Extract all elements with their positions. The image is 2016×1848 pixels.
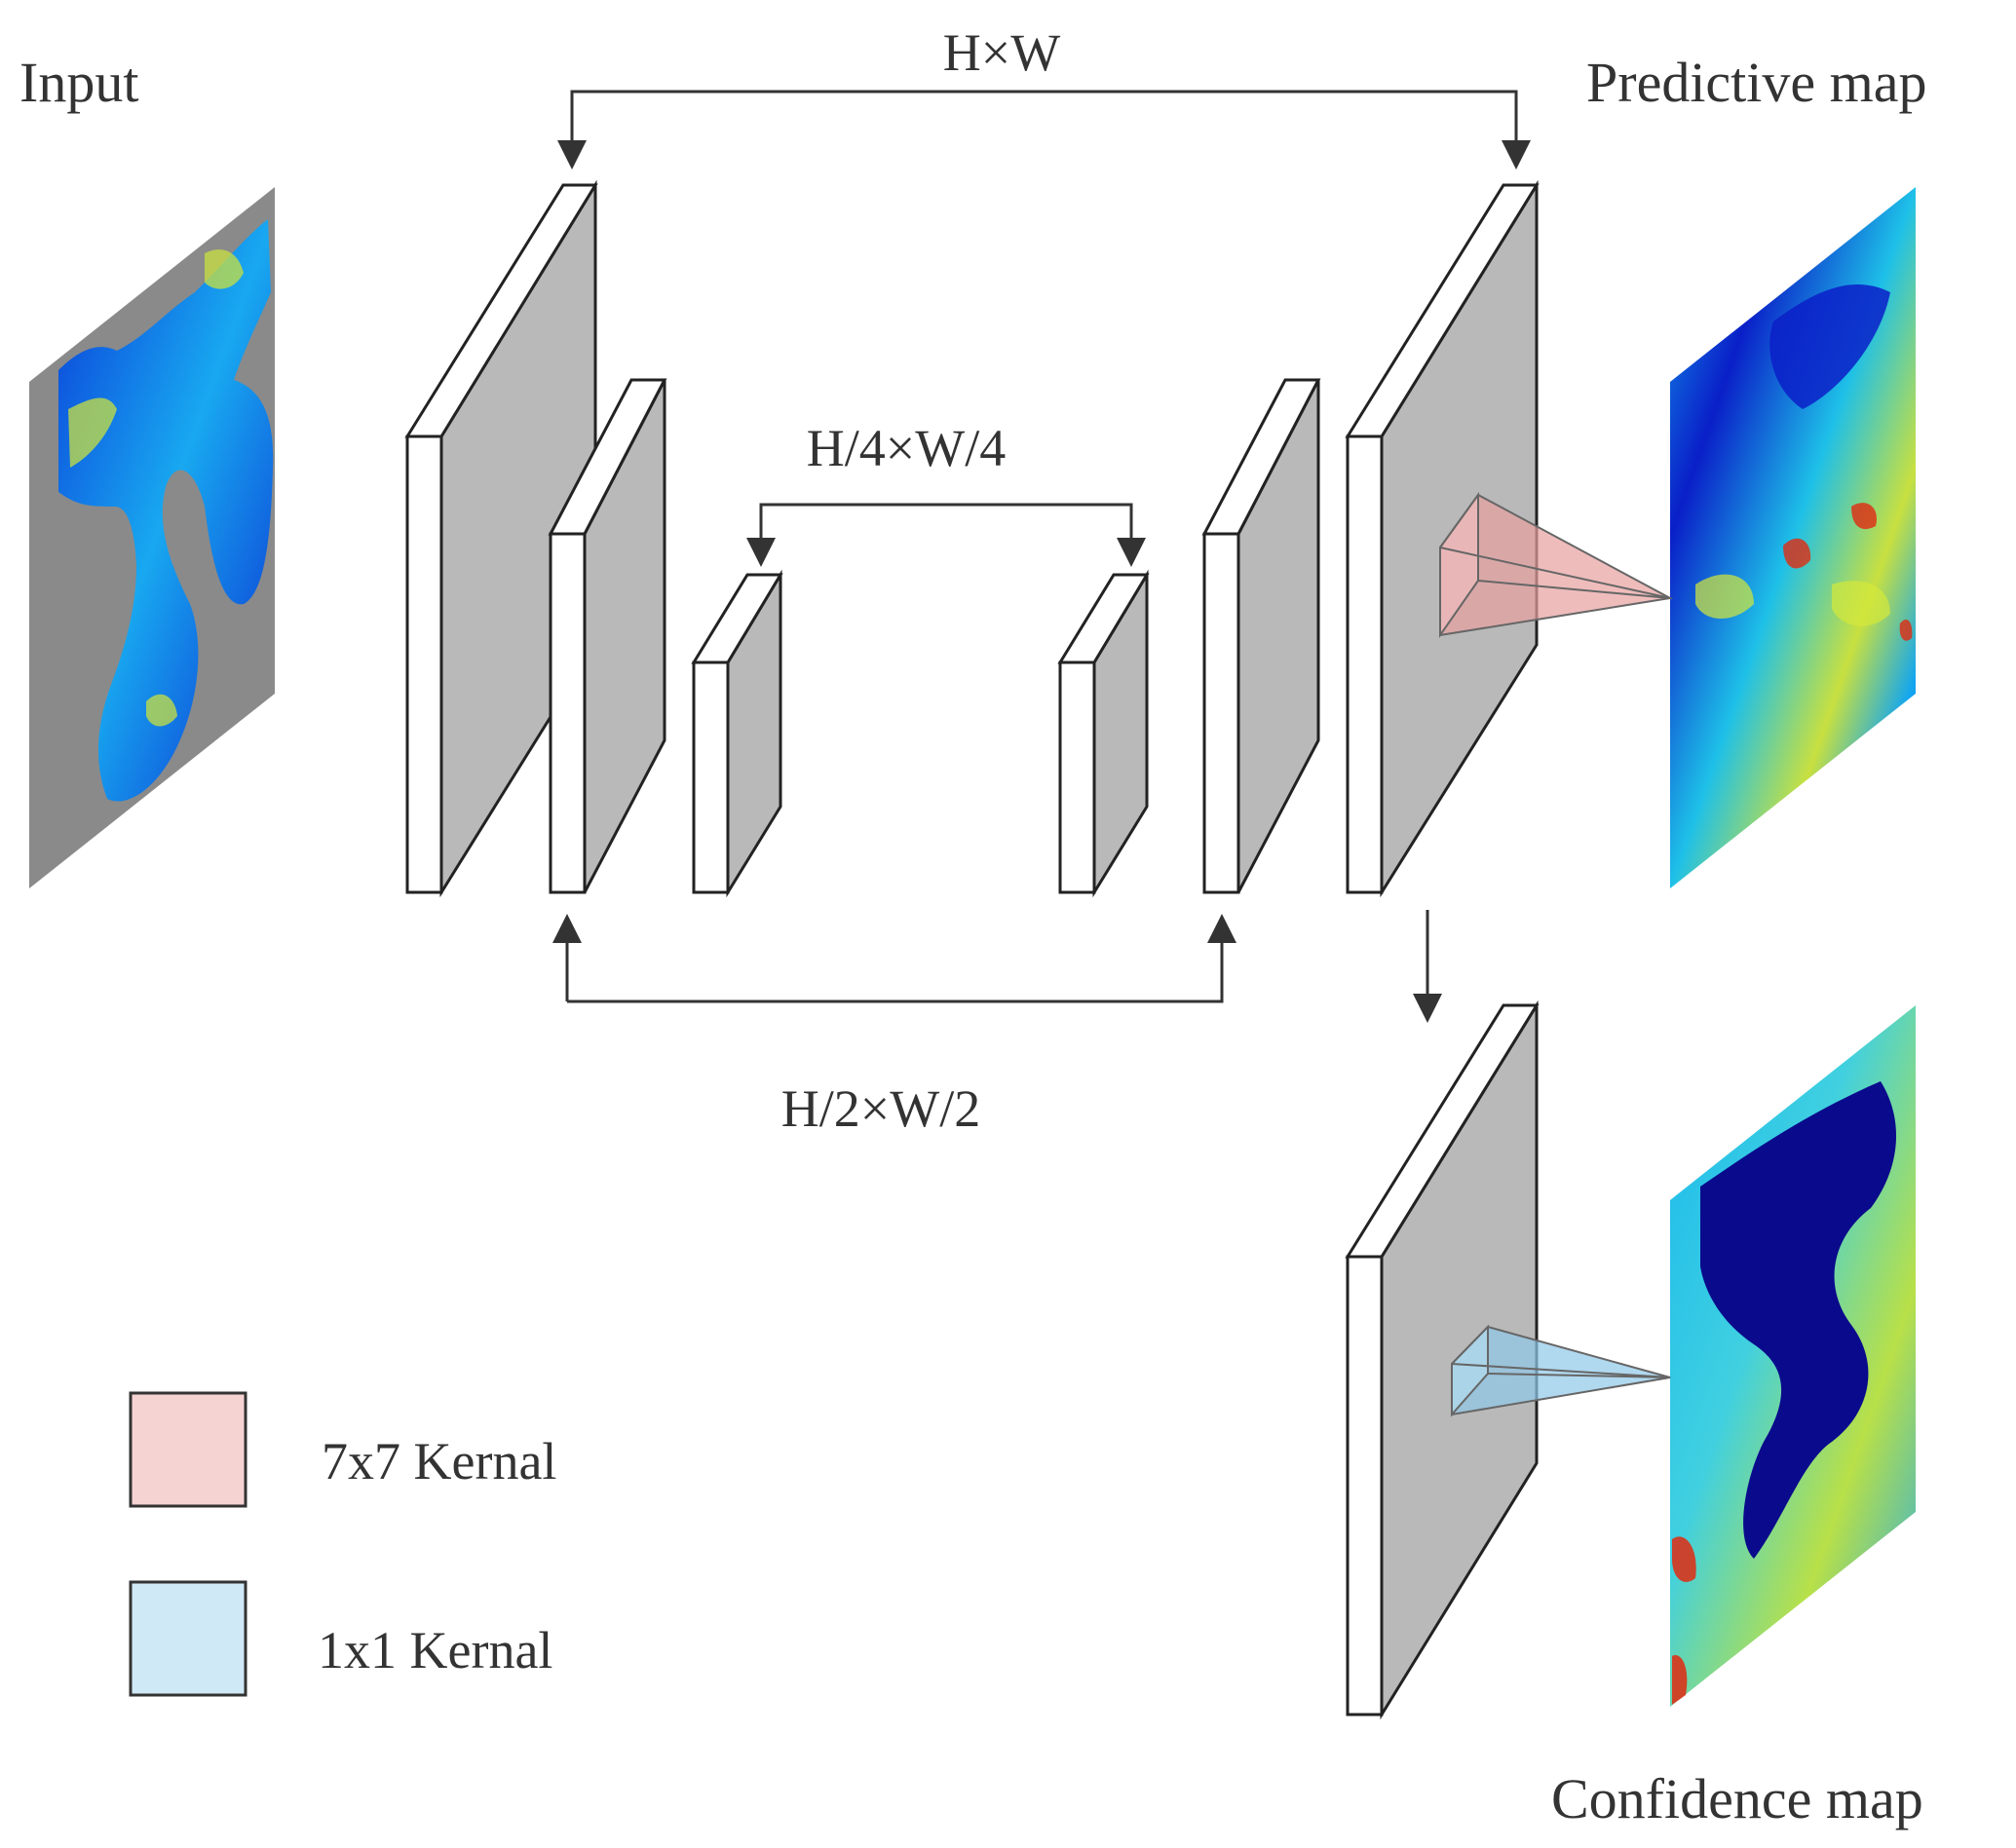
layer-enc-2 [548,378,667,894]
legend-swatch-7x7 [129,1391,247,1508]
kernel-1x1-edge-2 [1451,1363,1671,1378]
layer-dec-1-face [1346,434,1384,894]
layer-enc-1-face [405,434,443,894]
confidence-map-dark-region [1700,1081,1897,1559]
layer-dec-3 [1057,569,1150,898]
skip-connection-quarter: H/4×W/4 [746,419,1146,567]
legend-swatch-1x1 [129,1580,247,1697]
layer-dec-3-face [1058,660,1096,894]
kernel-7x7-pyramid [1439,491,1674,639]
input-label: Input [19,51,138,114]
skip-connection-quarter-arrow [759,503,1146,567]
legend-label-7x7: 7x7 Kernal [322,1432,556,1490]
input-map [29,187,275,888]
input-region [58,219,274,802]
layer-confidence-head-face [1346,1255,1384,1716]
predictive-map [1670,187,1916,888]
layer-enc-3 [691,569,783,898]
confidence-map [1670,1005,1916,1707]
layer-dec-2-face [1202,532,1240,894]
confidence-map-label: Confidence map [1551,1767,1923,1830]
legend: 7x7 Kernal 1x1 Kernal [129,1391,556,1697]
layer-enc-1 [404,179,598,898]
predictive-map-dark-region [1769,283,1890,409]
skip-connection-full-arrow [570,90,1531,170]
skip-connection-full-label: H×W [943,23,1060,82]
kernel-7x7-edge-2 [1439,547,1671,599]
kernel-1x1-pyramid [1451,1324,1671,1417]
skip-connection-half-label: H/2×W/2 [781,1079,980,1138]
skip-connection-quarter-label: H/4×W/4 [807,419,1006,477]
layer-enc-3-face [692,660,730,894]
skip-connection-full: H×W [557,23,1531,170]
confidence-map-hot-spots [1672,1536,1696,1705]
kernel-7x7-edge [1477,580,1671,599]
skip-connection-half-arrow [567,914,1236,1003]
kernel-1x1-edge [1487,1373,1671,1378]
predictive-map-yellow-regions [1695,574,1890,626]
legend-label-1x1: 1x1 Kernal [318,1621,552,1679]
layer-enc-2-face [549,532,587,894]
predictive-map-label: Predictive map [1586,51,1927,114]
layer-dec-2 [1201,378,1321,894]
skip-connection-half: H/2×W/2 [552,914,1236,1138]
